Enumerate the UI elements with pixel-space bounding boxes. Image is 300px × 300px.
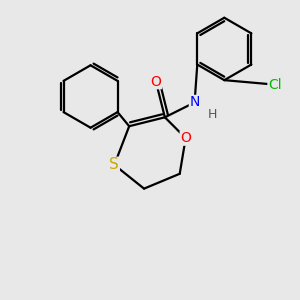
Text: O: O <box>180 131 191 145</box>
Text: H: H <box>208 108 217 121</box>
Text: Cl: Cl <box>268 78 282 92</box>
Text: S: S <box>110 158 119 172</box>
Text: O: O <box>151 75 161 88</box>
Text: N: N <box>189 95 200 110</box>
